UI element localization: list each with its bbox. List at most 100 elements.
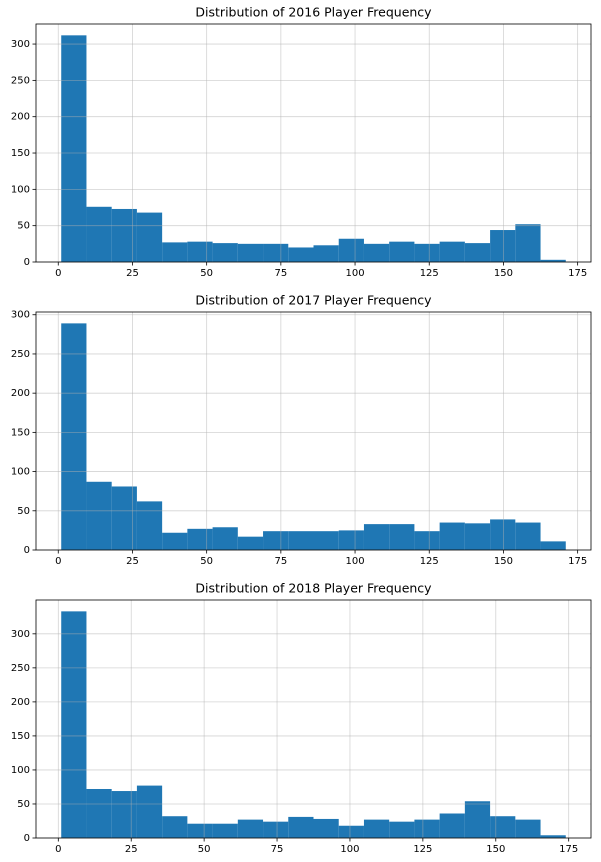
y-tick-label: 250: [11, 349, 30, 360]
plot-frame: [35, 23, 592, 263]
bar: [313, 531, 339, 550]
y-tick-label: 0: [24, 545, 30, 556]
x-tick-label: 25: [126, 268, 139, 279]
bar: [136, 501, 163, 550]
x-tick-label: 50: [200, 268, 213, 279]
y-tick-label: 200: [11, 697, 30, 708]
x-tick-label: 25: [126, 556, 139, 567]
plot-frame: [35, 599, 592, 839]
y-tick-label: 200: [11, 112, 30, 123]
x-tick-label: 175: [568, 556, 587, 567]
bar: [515, 819, 541, 838]
x-tick-label: 0: [55, 556, 61, 567]
bar: [136, 785, 163, 838]
y-tick-label: 150: [11, 148, 30, 159]
bar: [288, 247, 314, 262]
bar: [439, 813, 465, 838]
y-tick-label: 150: [11, 427, 30, 438]
y-tick-label: 0: [24, 257, 30, 268]
bar: [363, 524, 390, 550]
bar: [464, 523, 491, 550]
x-tick-label: 125: [420, 556, 439, 567]
x-tick-label: 0: [55, 268, 61, 279]
x-tick-label: 150: [494, 556, 513, 567]
bar: [338, 238, 364, 262]
x-tick-label: 125: [413, 844, 432, 855]
bar: [212, 243, 238, 262]
bar: [515, 224, 541, 262]
bar: [389, 524, 415, 550]
bar: [162, 532, 188, 550]
y-tick-label: 300: [11, 629, 30, 640]
bar: [187, 528, 213, 550]
bar: [263, 821, 289, 838]
y-tick-label: 100: [11, 467, 30, 478]
y-tick-label: 250: [11, 663, 30, 674]
x-tick-label: 100: [346, 556, 365, 567]
bar: [338, 825, 364, 838]
bar: [212, 527, 238, 550]
bar: [363, 819, 390, 838]
bar: [313, 818, 339, 838]
bar: [515, 522, 541, 550]
bar: [263, 531, 289, 550]
bar: [86, 206, 112, 262]
y-tick-label: 100: [11, 184, 30, 195]
bar: [162, 242, 188, 262]
bar: [237, 243, 264, 262]
x-tick-label: 125: [420, 268, 439, 279]
y-tick-label: 250: [11, 75, 30, 86]
chart-title: Distribution of 2017 Player Frequency: [195, 293, 432, 308]
bar: [61, 323, 87, 550]
x-tick-label: 50: [200, 556, 213, 567]
plot-frame: [35, 311, 592, 551]
x-tick-label: 0: [55, 844, 61, 855]
bar: [439, 241, 465, 262]
bar: [540, 835, 566, 838]
bar: [237, 819, 264, 838]
bar: [212, 823, 238, 838]
bar: [414, 243, 440, 262]
bar: [490, 519, 516, 550]
bar: [540, 259, 566, 262]
x-tick-label: 25: [125, 844, 138, 855]
x-tick-label: 50: [198, 844, 211, 855]
bar: [490, 230, 516, 262]
bar: [288, 816, 314, 838]
x-tick-label: 175: [559, 844, 578, 855]
x-tick-label: 100: [340, 844, 359, 855]
bar: [338, 530, 364, 550]
chart-title: Distribution of 2018 Player Frequency: [195, 581, 432, 596]
y-tick-label: 300: [11, 39, 30, 50]
bar: [111, 791, 137, 838]
x-tick-label: 150: [494, 268, 513, 279]
bar: [61, 611, 87, 838]
y-tick-label: 100: [11, 765, 30, 776]
bar: [86, 481, 112, 550]
x-tick-label: 150: [486, 844, 505, 855]
bar: [288, 531, 314, 550]
bar: [263, 243, 289, 262]
bar: [136, 212, 163, 262]
bar: [389, 241, 415, 262]
bar: [464, 801, 491, 838]
x-tick-label: 100: [346, 268, 365, 279]
y-tick-label: 50: [17, 506, 30, 517]
bar: [540, 541, 566, 550]
chart-title: Distribution of 2016 Player Frequency: [195, 5, 432, 20]
bar: [414, 819, 440, 838]
bar: [237, 536, 264, 550]
bar: [187, 823, 213, 838]
bar: [111, 486, 137, 550]
bar: [86, 788, 112, 838]
y-tick-label: 300: [11, 310, 30, 321]
x-tick-label: 75: [271, 844, 284, 855]
bar: [313, 245, 339, 262]
bar: [111, 208, 137, 262]
x-tick-label: 75: [274, 268, 287, 279]
bar: [464, 243, 491, 262]
bar: [389, 821, 415, 838]
bar: [61, 35, 87, 263]
x-tick-label: 75: [274, 556, 287, 567]
